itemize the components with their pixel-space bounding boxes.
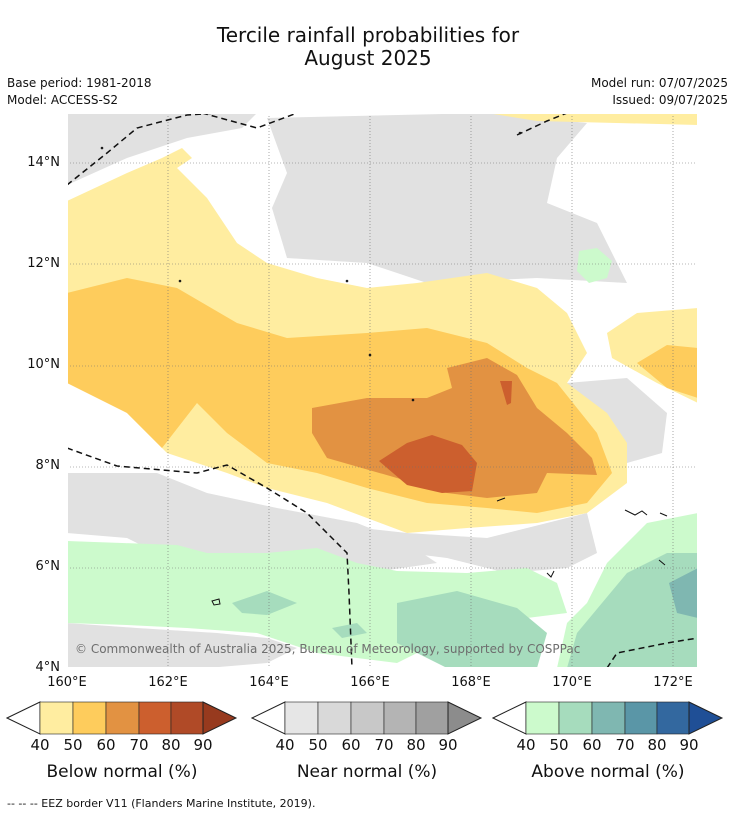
colorbar-near-label: Near normal (%) bbox=[296, 762, 438, 782]
colorbar-below-tick: 80 bbox=[161, 736, 181, 754]
colorbar-above-swatch bbox=[591, 701, 626, 735]
lon-label-170e: 170°E bbox=[552, 675, 592, 690]
colorbar-above-tick: 50 bbox=[549, 736, 569, 754]
colorbar-above-tick: 90 bbox=[679, 736, 699, 754]
colorbar-near-swatch bbox=[383, 701, 417, 735]
colorbar-above-extend-arrow bbox=[688, 701, 724, 735]
colorbar-near-swatch bbox=[415, 701, 449, 735]
colorbar-above-swatch bbox=[656, 701, 690, 735]
colorbar-near-tick: 70 bbox=[374, 736, 394, 754]
colorbar-near-tick: 50 bbox=[308, 736, 328, 754]
colorbar-above-tick: 40 bbox=[516, 736, 536, 754]
colorbar-near-swatch bbox=[317, 701, 352, 735]
colorbar-near-swatch bbox=[284, 701, 319, 735]
model-run-date: Model run: 07/07/2025 bbox=[590, 76, 728, 90]
map-title-line1: Tercile rainfall probabilities for bbox=[216, 23, 520, 47]
lon-label-164e: 164°E bbox=[249, 675, 289, 690]
lat-label-8n: 8°N bbox=[35, 458, 61, 473]
colorbar-below-swatch bbox=[72, 701, 107, 735]
colorbar-below-tick: 40 bbox=[30, 736, 50, 754]
colorbar-below-tick: 60 bbox=[96, 736, 116, 754]
colorbar-below-label: Below normal (%) bbox=[46, 762, 198, 782]
colorbar-above-label: Above normal (%) bbox=[531, 762, 685, 782]
map-gridlines bbox=[67, 113, 698, 668]
colorbar-above-tick: 60 bbox=[582, 736, 602, 754]
colorbar-near-tick: 80 bbox=[406, 736, 426, 754]
lat-label-10n: 10°N bbox=[27, 357, 60, 372]
colorbar-near-normal bbox=[251, 701, 483, 735]
eez-border-credit: -- -- -- EEZ border V11 (Flanders Marine… bbox=[7, 797, 316, 810]
lon-label-166e: 166°E bbox=[350, 675, 390, 690]
colorbar-above-swatch bbox=[525, 701, 560, 735]
eez-border-lines bbox=[67, 113, 698, 668]
map-title-line2: August 2025 bbox=[304, 46, 432, 70]
colorbar-above-tick: 80 bbox=[647, 736, 667, 754]
lon-label-168e: 168°E bbox=[451, 675, 491, 690]
colorbar-near-swatch bbox=[350, 701, 385, 735]
colorbar-below-tick: 50 bbox=[63, 736, 83, 754]
copyright-notice: © Commonwealth of Australia 2025, Bureau… bbox=[75, 642, 580, 656]
colorbar-near-extend-arrow bbox=[447, 701, 483, 735]
lat-label-6n: 6°N bbox=[35, 559, 61, 574]
colorbar-near-tick: 90 bbox=[438, 736, 458, 754]
lon-label-162e: 162°E bbox=[148, 675, 188, 690]
colorbar-below-normal bbox=[6, 701, 238, 735]
issued-date: Issued: 09/07/2025 bbox=[612, 93, 728, 107]
colorbar-below-swatch bbox=[170, 701, 204, 735]
base-period: Base period: 1981-2018 bbox=[7, 76, 152, 90]
map-panel: © Commonwealth of Australia 2025, Bureau… bbox=[67, 113, 698, 668]
colorbar-above-tick: 70 bbox=[615, 736, 635, 754]
colorbar-near-tick: 60 bbox=[341, 736, 361, 754]
colorbar-below-tick: 90 bbox=[193, 736, 213, 754]
lat-label-4n: 4°N bbox=[35, 660, 61, 675]
colorbar-above-swatch bbox=[624, 701, 658, 735]
below-normal-regions bbox=[67, 113, 698, 533]
lon-label-172e: 172°E bbox=[653, 675, 693, 690]
lon-label-160e: 160°E bbox=[47, 675, 87, 690]
colorbar-below-extend-arrow bbox=[202, 701, 238, 735]
colorbar-near-tick: 40 bbox=[275, 736, 295, 754]
near-normal-regions bbox=[67, 113, 698, 668]
colorbar-below-swatch bbox=[39, 701, 74, 735]
model-name: Model: ACCESS-S2 bbox=[7, 93, 119, 107]
island-outlines bbox=[100, 131, 668, 606]
above-normal-regions bbox=[67, 248, 698, 668]
lat-label-14n: 14°N bbox=[27, 155, 60, 170]
colorbar-below-swatch bbox=[105, 701, 140, 735]
lat-label-12n: 12°N bbox=[27, 256, 60, 271]
colorbar-below-tick: 70 bbox=[129, 736, 149, 754]
colorbar-above-normal bbox=[492, 701, 724, 735]
colorbar-below-swatch bbox=[138, 701, 172, 735]
colorbar-above-swatch bbox=[558, 701, 593, 735]
